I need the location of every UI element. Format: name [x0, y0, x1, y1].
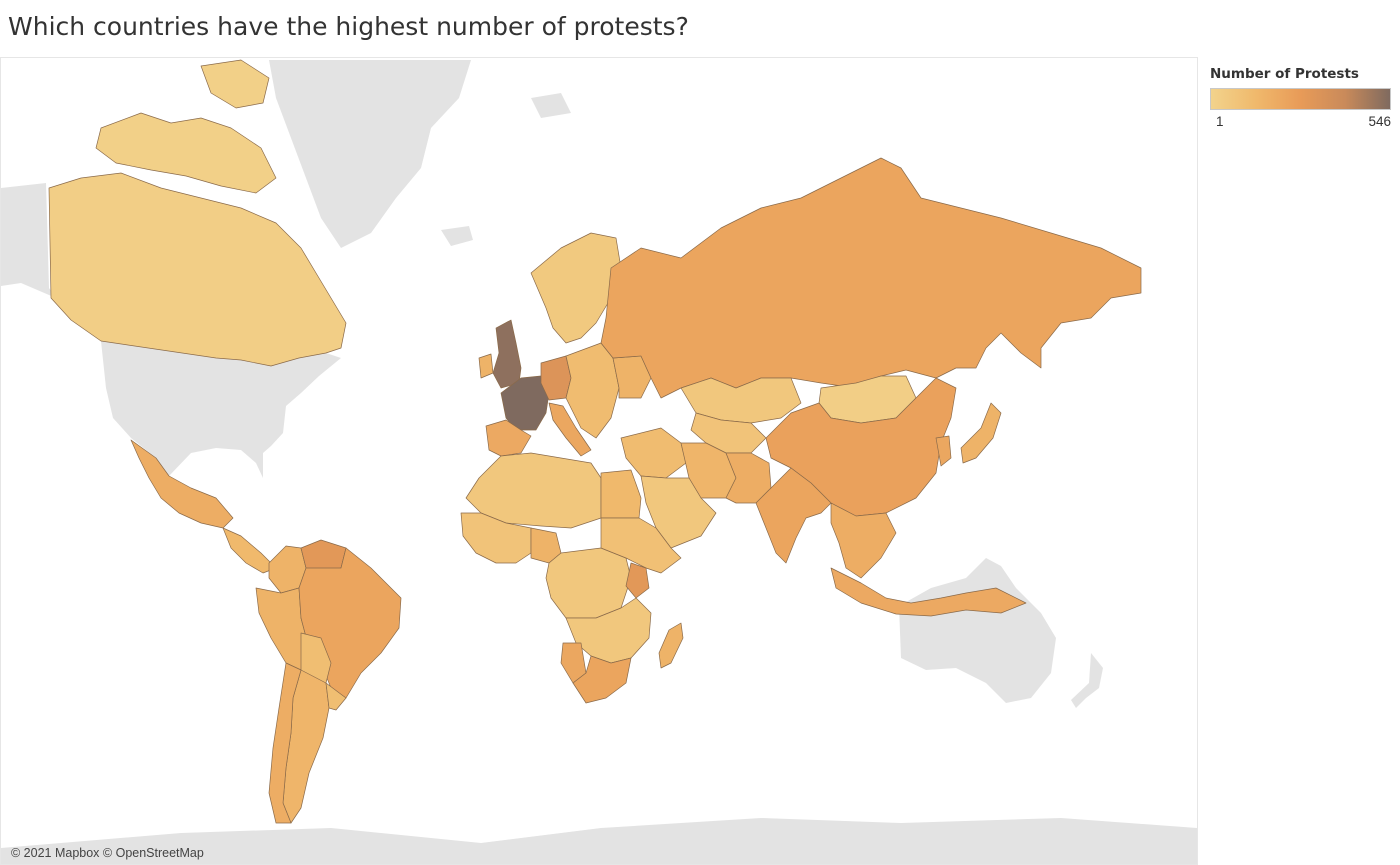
region-kenya[interactable] — [625, 562, 650, 599]
region-madagascar[interactable] — [658, 622, 684, 669]
region-canada[interactable] — [48, 172, 347, 367]
region-eastern-europe[interactable] — [565, 342, 620, 439]
region-uk[interactable] — [492, 319, 522, 389]
region-russia[interactable] — [600, 157, 1142, 399]
region-australia[interactable] — [899, 558, 1056, 703]
region-japan[interactable] — [960, 402, 1002, 464]
map-attribution[interactable]: © 2021 Mapbox © OpenStreetMap — [11, 846, 204, 860]
page-title: Which countries have the highest number … — [8, 12, 689, 41]
region-alaska — [1, 183, 71, 318]
region-antarctica — [1, 818, 1197, 864]
region-arabia[interactable] — [640, 475, 717, 549]
region-korea[interactable] — [935, 435, 952, 467]
region-southern-africa[interactable] — [565, 597, 652, 664]
legend-gradient-bar — [1210, 88, 1391, 110]
region-usa[interactable] — [101, 341, 341, 478]
region-egypt[interactable] — [600, 469, 642, 519]
region-arctic-islands[interactable] — [95, 59, 277, 194]
region-central-america[interactable] — [222, 527, 277, 574]
region-chile[interactable] — [268, 662, 302, 824]
region-ireland[interactable] — [478, 353, 494, 379]
region-italy[interactable] — [548, 402, 592, 457]
region-middle-east[interactable] — [620, 427, 687, 479]
region-india[interactable] — [755, 467, 832, 564]
region-east-africa[interactable] — [600, 517, 682, 574]
region-greenland-nodata — [269, 60, 471, 248]
region-new-zealand[interactable] — [1071, 653, 1103, 708]
region-west-africa[interactable] — [460, 512, 532, 564]
region-south-africa[interactable] — [572, 655, 632, 704]
legend-min-label: 1 — [1216, 114, 1224, 129]
region-svalbard-iceland — [441, 93, 571, 246]
region-uruguay[interactable] — [325, 682, 347, 711]
region-central-africa[interactable] — [545, 547, 632, 619]
legend-title: Number of Protests — [1210, 66, 1359, 82]
region-indonesia[interactable] — [830, 567, 1027, 617]
region-southeast-asia[interactable] — [830, 502, 897, 579]
color-legend: Number of Protests 1 546 — [1210, 66, 1395, 129]
map-canvas[interactable] — [1, 58, 1197, 864]
legend-max-label: 546 — [1368, 114, 1391, 129]
world-map[interactable]: © 2021 Mapbox © OpenStreetMap — [0, 57, 1198, 865]
region-scandinavia[interactable] — [530, 232, 622, 344]
region-spain-portugal[interactable] — [485, 419, 532, 457]
